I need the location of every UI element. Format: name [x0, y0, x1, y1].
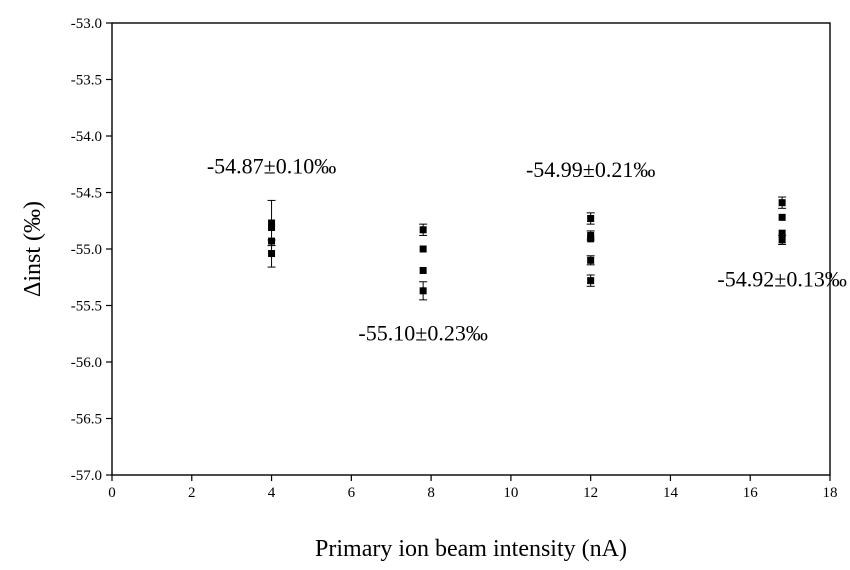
annotations: -54.87±0.10‰ -55.10±0.23‰ -54.99±0.21‰ -54.…	[207, 153, 847, 345]
x-tick-label: 18	[823, 485, 838, 501]
y-tick-label: -54.5	[71, 186, 102, 202]
annotation-label: -54.92±0.13‰	[717, 266, 846, 291]
annotation-label: -54.87±0.10‰	[207, 153, 336, 178]
data-point	[778, 199, 786, 207]
y-tick-label: -53.5	[71, 73, 102, 89]
x-tick-label: 0	[108, 485, 116, 501]
data-point	[778, 229, 786, 237]
data-point	[419, 266, 427, 274]
data-point	[587, 256, 595, 264]
data-point	[587, 235, 595, 243]
y-tick-label: -53.0	[71, 16, 102, 32]
x-tick-label: 12	[583, 485, 598, 501]
data-point	[778, 213, 786, 221]
x-tick-label: 14	[663, 485, 679, 501]
y-tick-label: -57.0	[71, 468, 102, 484]
y-axis: -53.0 -53.5 -54.0 -54.5 -55.0 -55.5 -56.0 -56.5…	[71, 16, 112, 484]
data-point	[419, 287, 427, 295]
x-tick-label: 2	[188, 485, 196, 501]
x-tick-label: 10	[503, 485, 518, 501]
data-point	[419, 245, 427, 253]
data-points	[267, 196, 787, 301]
x-tick-label: 4	[268, 485, 276, 501]
data-point	[419, 226, 427, 234]
x-axis: 0 2 4 6 8 10 12 14 16 18	[108, 475, 838, 501]
y-tick-label: -56.5	[71, 412, 102, 428]
data-point	[587, 277, 595, 285]
x-tick-label: 6	[348, 485, 356, 501]
plot-area-frame	[111, 22, 831, 476]
x-tick-label: 16	[743, 485, 759, 501]
annotation-label: -54.99±0.21‰	[526, 157, 655, 182]
data-point	[268, 224, 276, 232]
data-point	[587, 214, 595, 222]
x-axis-title: Primary ion beam intensity (nA)	[315, 536, 627, 562]
data-point	[778, 236, 786, 244]
annotation-label: -55.10±0.23‰	[358, 321, 487, 346]
data-point	[268, 219, 276, 227]
y-tick-label: -55.0	[71, 242, 102, 258]
y-tick-label: -56.0	[71, 355, 102, 371]
data-point	[268, 250, 276, 258]
y-tick-label: -54.0	[71, 129, 102, 145]
x-tick-label: 8	[427, 485, 435, 501]
y-axis-title: Δinst (‰)	[20, 201, 46, 297]
y-tick-label: -55.5	[71, 299, 102, 315]
